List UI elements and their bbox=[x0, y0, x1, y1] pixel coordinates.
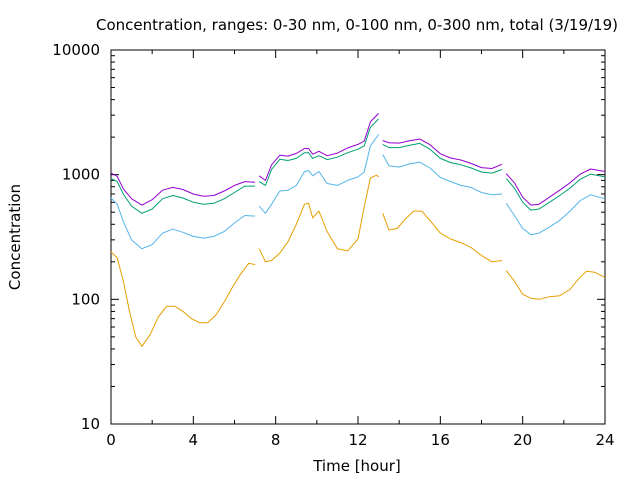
series-1-line-segment-1 bbox=[110, 251, 256, 347]
series-1-line-segment-3 bbox=[382, 210, 503, 263]
x-tick-label: 20 bbox=[513, 431, 532, 449]
series-3-line-segment-2 bbox=[258, 118, 379, 186]
series-4-line-segment-1 bbox=[110, 172, 256, 206]
x-tick-label: 12 bbox=[348, 431, 367, 449]
y-tick-label: 10 bbox=[81, 415, 100, 433]
series-1-line-segment-4 bbox=[505, 270, 606, 300]
x-tick-label: 4 bbox=[189, 431, 199, 449]
chart-title: Concentration, ranges: 0-30 nm, 0-100 nm… bbox=[96, 16, 618, 34]
x-tick-label: 0 bbox=[106, 431, 116, 449]
series-2-line-segment-1 bbox=[110, 197, 256, 250]
y-axis-label: Concentration bbox=[6, 184, 24, 290]
x-tick-label: 16 bbox=[431, 431, 450, 449]
series-3-line-segment-1 bbox=[110, 178, 256, 214]
x-tick-label: 8 bbox=[271, 431, 281, 449]
series-3-line-segment-3 bbox=[382, 142, 503, 174]
axis-ticks: 0 4 8 12 16 20 24 10 100 1000 10000 bbox=[52, 41, 614, 449]
series-2-line-segment-3 bbox=[382, 154, 503, 196]
series-4-line-segment-2 bbox=[258, 113, 379, 181]
series-2-line-segment-4 bbox=[505, 194, 606, 236]
series-4-line-segment-3 bbox=[382, 138, 503, 169]
series-2-line-segment-2 bbox=[258, 134, 380, 214]
x-axis-label: Time [hour] bbox=[312, 457, 401, 475]
series-4-line-segment-4 bbox=[505, 168, 606, 206]
y-tick-label: 10000 bbox=[52, 41, 100, 59]
y-tick-label: 100 bbox=[71, 290, 100, 308]
series-3-line-segment-4 bbox=[505, 173, 606, 211]
x-tick-label: 24 bbox=[595, 431, 614, 449]
series-1-line-segment-2 bbox=[258, 174, 379, 263]
y-tick-label: 1000 bbox=[62, 166, 100, 184]
series-layer bbox=[110, 113, 606, 347]
